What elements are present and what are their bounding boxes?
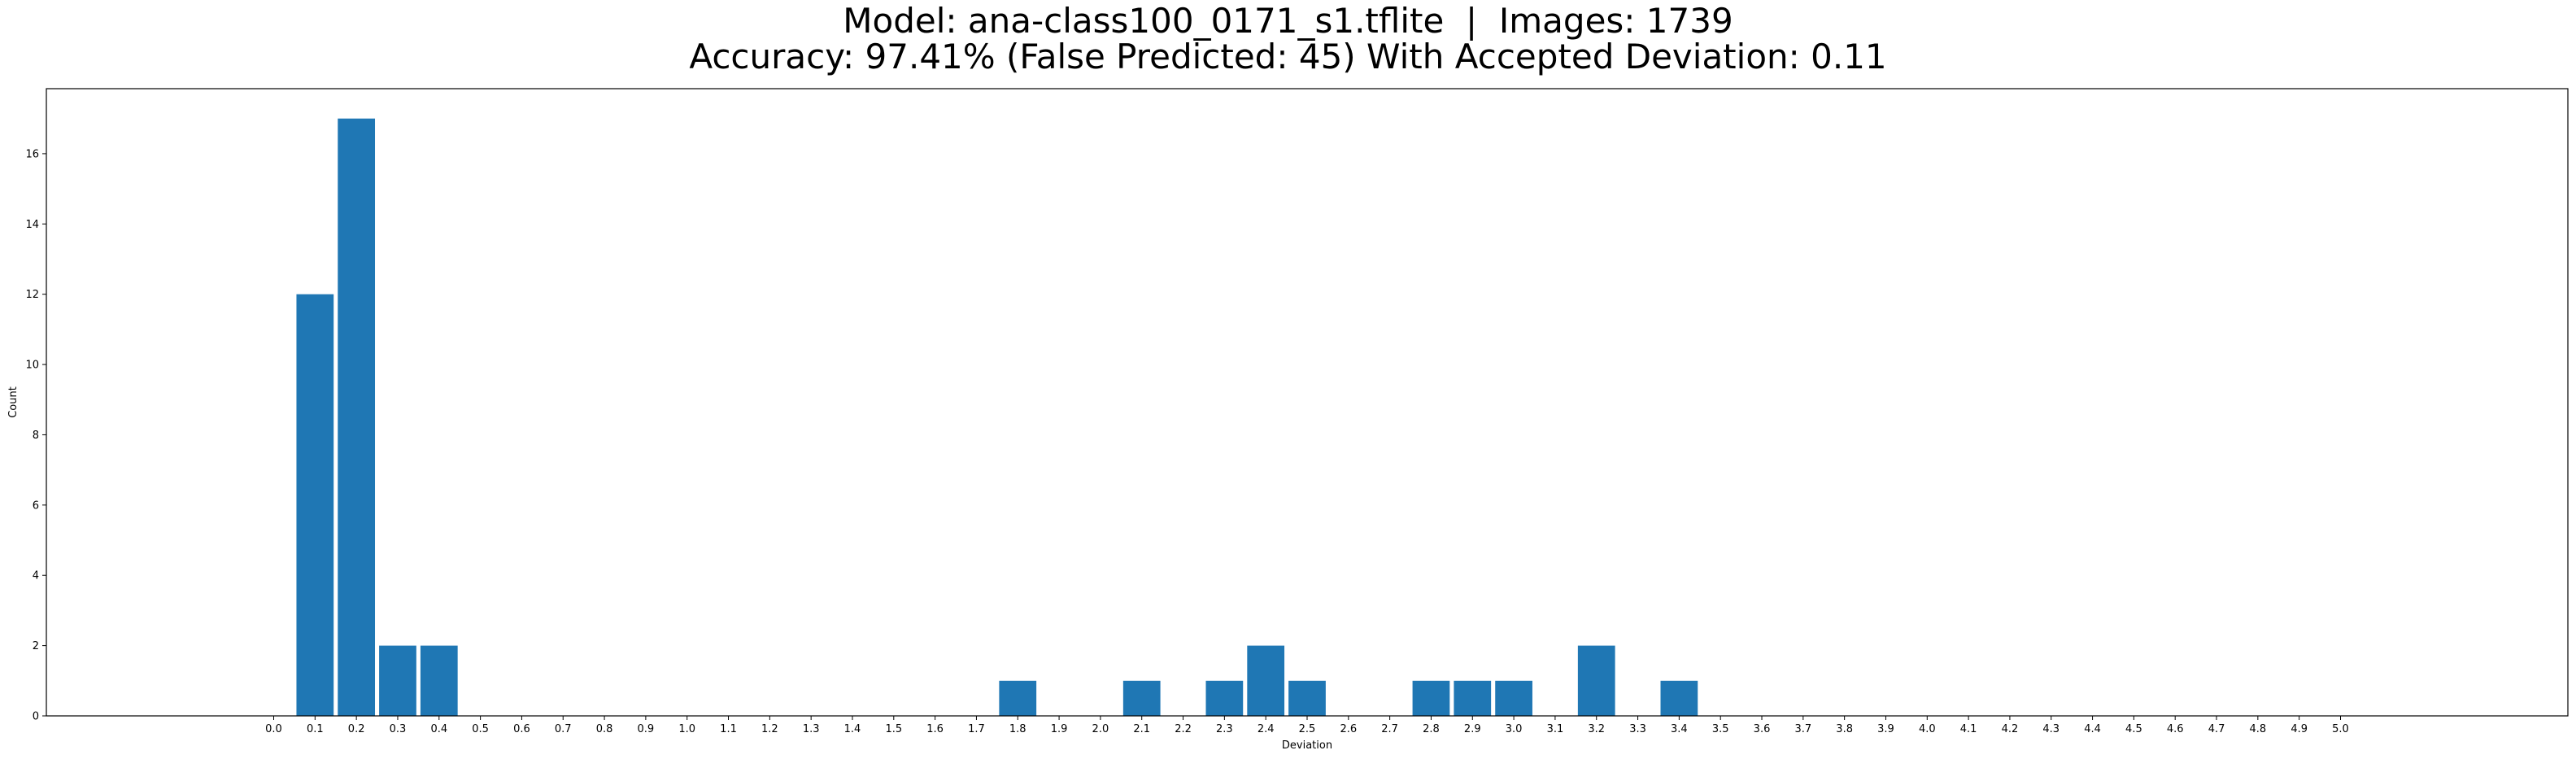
bars-layer: [296, 118, 1698, 716]
y-axis-label: Count: [7, 386, 20, 418]
x-tick-label: 4.8: [2250, 723, 2267, 735]
y-tick-label: 16: [25, 148, 39, 160]
x-tick-label: 1.4: [844, 723, 861, 735]
y-tick-label: 2: [33, 640, 39, 652]
x-tick-label: 1.7: [968, 723, 985, 735]
x-tick-label: 4.2: [2002, 723, 2019, 735]
x-tick-label: 3.2: [1588, 723, 1605, 735]
x-axis-label: Deviation: [1282, 739, 1332, 752]
x-tick-label: 1.9: [1051, 723, 1068, 735]
bar-2.8: [1412, 680, 1450, 716]
x-tick-label: 2.7: [1381, 723, 1398, 735]
bar-1.8: [999, 680, 1037, 716]
x-tick-label: 0.9: [638, 723, 655, 735]
x-tick-label: 3.0: [1506, 723, 1523, 735]
x-tick-label: 2.9: [1464, 723, 1481, 735]
x-tick-label: 2.6: [1340, 723, 1357, 735]
x-tick-label: 4.6: [2167, 723, 2184, 735]
bar-3.0: [1495, 680, 1532, 716]
y-tick-label: 0: [33, 711, 39, 723]
x-tick-label: 2.3: [1216, 723, 1233, 735]
x-tick-label: 4.7: [2208, 723, 2225, 735]
x-tick-label: 2.0: [1092, 723, 1109, 735]
y-tick-label: 10: [25, 360, 39, 372]
x-tick-label: 4.1: [1960, 723, 1977, 735]
x-tick-label: 2.1: [1133, 723, 1150, 735]
x-tick-label: 2.4: [1257, 723, 1275, 735]
x-tick-label: 0.1: [307, 723, 324, 735]
x-tick-label: 2.5: [1299, 723, 1316, 735]
bar-0.4: [420, 645, 458, 716]
x-tick-label: 0.3: [390, 723, 407, 735]
bar-0.3: [379, 645, 416, 716]
x-tick-label: 4.3: [2042, 723, 2059, 735]
y-tick-label: 8: [33, 430, 39, 442]
x-tick-label: 0.2: [348, 723, 365, 735]
x-tick-label: 1.3: [803, 723, 820, 735]
y-tick-label: 14: [25, 219, 39, 231]
x-tick-label: 1.2: [761, 723, 778, 735]
x-tick-label: 0.7: [555, 723, 572, 735]
bar-3.4: [1660, 680, 1698, 716]
chart-title-line-2: Accuracy: 97.41% (False Predicted: 45) W…: [689, 37, 1887, 76]
x-tick-label: 3.1: [1547, 723, 1564, 735]
bar-3.2: [1577, 645, 1615, 716]
x-tick-label: 1.6: [926, 723, 944, 735]
x-tick-label: 3.9: [1877, 723, 1894, 735]
y-tick-label: 4: [33, 570, 39, 582]
bar-2.4: [1247, 645, 1285, 716]
bar-2.9: [1454, 680, 1492, 716]
x-tick-label: 5.0: [2332, 723, 2349, 735]
x-tick-label: 0.0: [265, 723, 282, 735]
x-tick-label: 1.8: [1009, 723, 1026, 735]
y-tick-label: 6: [33, 499, 39, 512]
bar-2.1: [1122, 680, 1161, 716]
x-tick-label: 4.9: [2291, 723, 2308, 735]
x-tick-label: 2.2: [1175, 723, 1192, 735]
x-tick-label: 2.8: [1423, 723, 1440, 735]
x-tick-label: 0.6: [513, 723, 530, 735]
x-tick-label: 3.7: [1794, 723, 1811, 735]
bar-0.2: [338, 118, 376, 716]
bar-2.3: [1205, 680, 1244, 716]
x-tick-label: 3.5: [1712, 723, 1729, 735]
x-tick-label: 1.5: [885, 723, 902, 735]
bar-2.5: [1288, 680, 1326, 716]
x-tick-label: 4.5: [2125, 723, 2142, 735]
x-tick-label: 1.1: [720, 723, 737, 735]
y-tick-label: 12: [25, 289, 39, 301]
x-tick-label: 4.0: [1919, 723, 1936, 735]
ticks-layer: 0.0 0.1 0.2 0.3 0.4 0.5 0.6 0.7 0.8 0.9 1.0 1.1 1.2 1…: [25, 148, 2348, 735]
x-tick-label: 3.8: [1836, 723, 1853, 735]
x-tick-label: 0.5: [472, 723, 489, 735]
x-tick-label: 3.3: [1629, 723, 1646, 735]
chart-title-line-1: Model: ana-class100_0171_s1.tflite | Ima…: [843, 1, 1733, 41]
plot-frame: [46, 88, 2569, 717]
x-tick-label: 4.4: [2084, 723, 2101, 735]
x-tick-label: 1.0: [678, 723, 695, 735]
x-tick-label: 0.8: [596, 723, 613, 735]
x-tick-label: 3.6: [1754, 723, 1771, 735]
x-tick-label: 3.4: [1671, 723, 1688, 735]
x-tick-label: 0.4: [430, 723, 447, 735]
bar-0.1: [296, 294, 334, 716]
